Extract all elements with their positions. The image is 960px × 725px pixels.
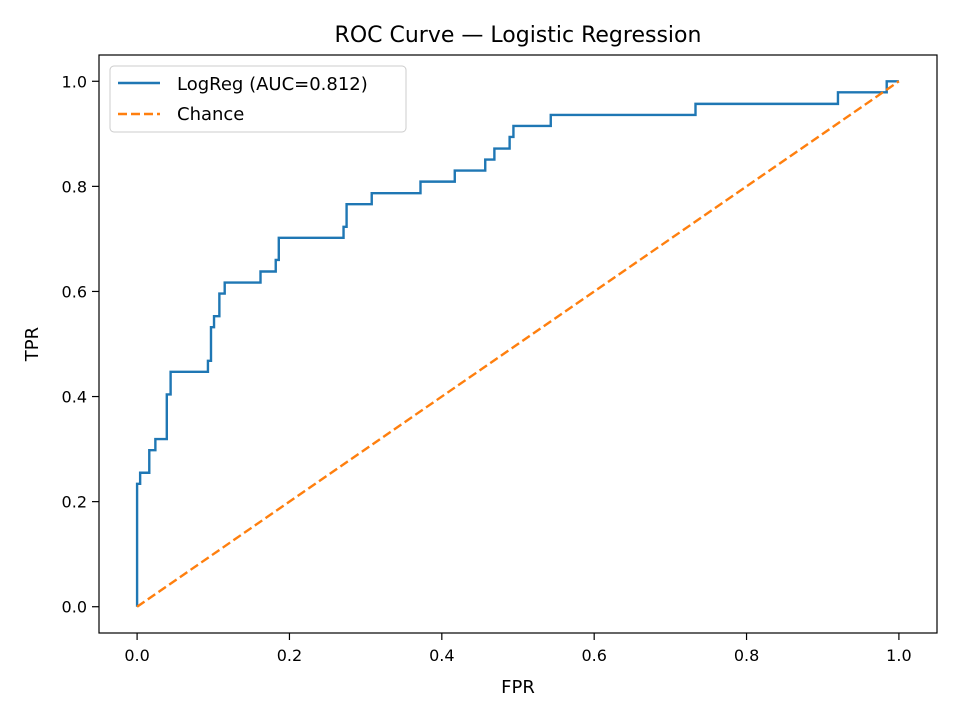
legend-label-logreg: LogReg (AUC=0.812) — [177, 74, 368, 95]
y-tick-label: 0.0 — [62, 598, 87, 617]
x-tick-label: 0.2 — [277, 646, 302, 665]
x-tick-label: 0.4 — [429, 646, 454, 665]
x-tick-label: 0.8 — [734, 646, 759, 665]
legend: LogReg (AUC=0.812) Chance — [109, 65, 407, 133]
axes-frame — [98, 54, 938, 634]
y-tick-label: 1.0 — [62, 72, 87, 91]
y-tick-label: 0.2 — [62, 493, 87, 512]
x-axis-ticks: 0.0 0.2 0.4 0.6 0.8 1.0 — [124, 633, 912, 665]
legend-box — [109, 65, 407, 133]
legend-label-chance: Chance — [177, 104, 244, 125]
y-axis-ticks: 0.0 0.2 0.4 0.6 0.8 1.0 — [62, 72, 99, 617]
x-tick-label: 0.0 — [124, 646, 149, 665]
y-tick-label: 0.4 — [62, 388, 87, 407]
y-tick-label: 0.8 — [62, 177, 87, 196]
y-axis-label: TPR — [22, 327, 43, 362]
series-line-logreg — [135, 80, 899, 607]
x-tick-label: 1.0 — [886, 646, 911, 665]
x-tick-label: 0.6 — [581, 646, 606, 665]
y-tick-label: 0.6 — [62, 282, 87, 301]
series-line-chance — [136, 80, 900, 608]
chart-title: ROC Curve — Logistic Regression — [335, 23, 702, 48]
plot-area — [135, 80, 900, 608]
x-axis-label: FPR — [501, 677, 535, 698]
